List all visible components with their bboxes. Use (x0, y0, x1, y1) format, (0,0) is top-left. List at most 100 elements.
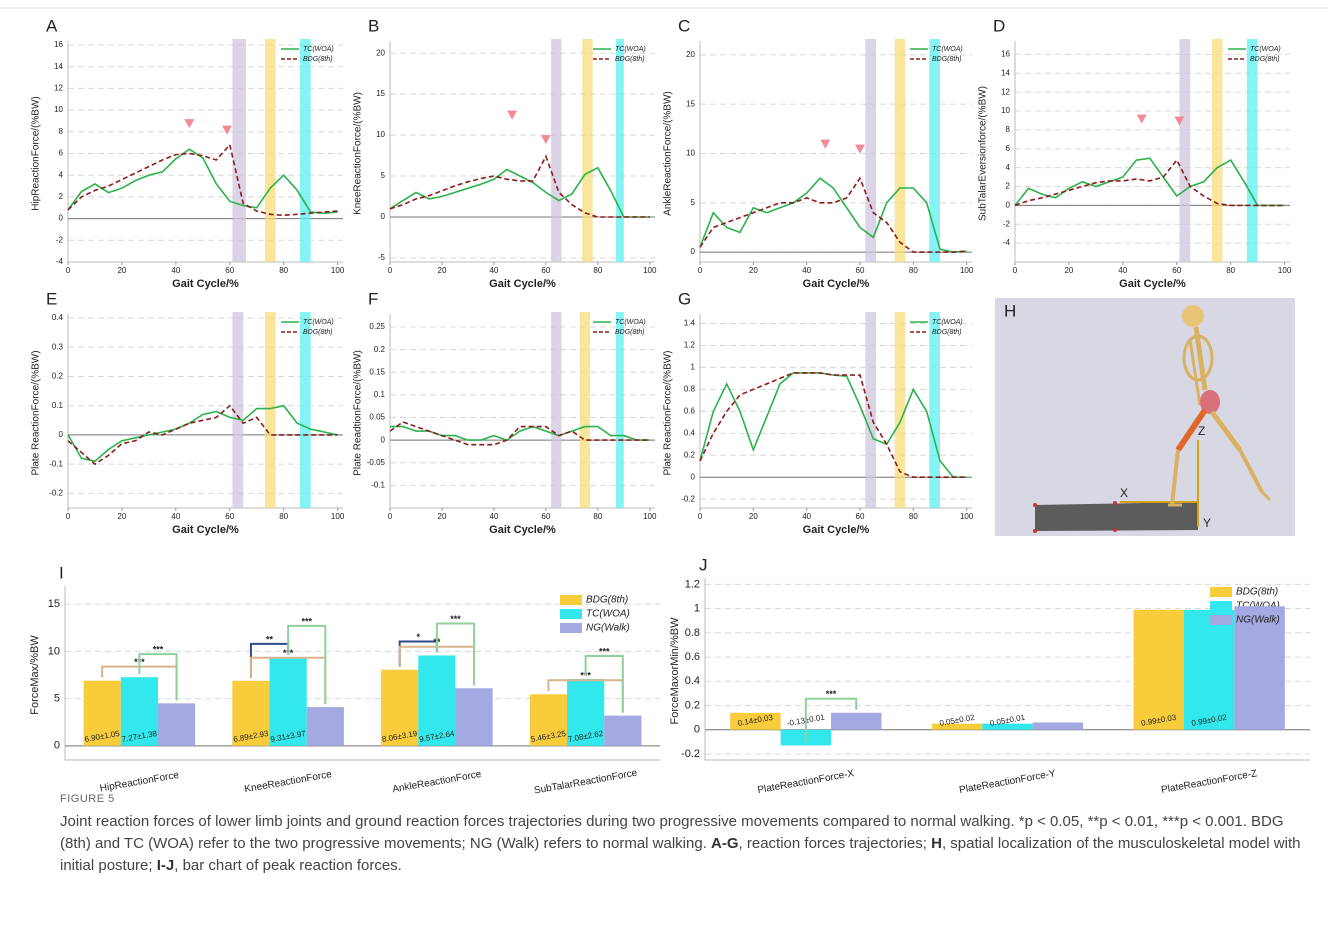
y-tick-label: 0.6 (685, 651, 700, 663)
phase-band (232, 312, 244, 508)
y-axis-label: ForceMaxorMin/%BW (669, 617, 681, 725)
chart-panel: 0 5 10 15 20 AnkleReactionForce/(%BW) C 0 20 40 60… (663, 16, 974, 289)
y-tick-label: 2 (1006, 182, 1011, 191)
x-tick-label: KneeReactionForce (244, 769, 333, 795)
y-axis-label: HipReactionForce/(%BW) (31, 96, 42, 210)
x-tick-label: 40 (802, 266, 811, 275)
phase-band (264, 312, 276, 508)
y-tick-label: 0 (59, 214, 64, 223)
bar (418, 655, 456, 746)
x-tick-label: PlateReactionForce-X (757, 768, 856, 796)
y-tick-label: 0.4 (684, 428, 696, 437)
plate-corner (1033, 503, 1037, 507)
arm (1188, 339, 1202, 406)
y-tick-label: 0 (54, 740, 60, 752)
phase-band (1179, 39, 1191, 262)
y-axis-label: SubTalarEversionforce/(%BW) (978, 86, 989, 221)
phase-band (551, 39, 562, 262)
y-tick-label: 1 (694, 603, 700, 615)
y-tick-label: 5 (691, 198, 696, 207)
x-axis-label: Gait Cycle/% (489, 524, 556, 536)
legend-label: TC(WOA) (303, 46, 334, 53)
series-line (699, 372, 967, 478)
series-line (67, 404, 338, 466)
x-tick-label: 0 (66, 512, 71, 521)
y-tick-label: -5 (378, 253, 386, 262)
y-tick-label: 0.2 (685, 699, 700, 711)
legend-swatch (1210, 615, 1232, 625)
x-tick-label: AnkleReactionForce (392, 769, 483, 796)
y-tick-label: 1.2 (685, 578, 700, 590)
phase-band (1246, 39, 1258, 262)
x-tick-label: 0 (388, 266, 393, 275)
legend-label: NG(Walk) (1236, 615, 1280, 626)
x-tick-label: 80 (1226, 266, 1235, 275)
ribcage (1182, 334, 1214, 382)
x-tick-label: 0 (66, 266, 71, 275)
x-tick-label: 60 (541, 512, 550, 521)
y-tick-label: 10 (1001, 106, 1010, 115)
illustration-bg (995, 298, 1295, 536)
caption-text: , spatial localization of the musculoske… (60, 835, 1301, 874)
legend-label: TC(WOA) (303, 319, 334, 326)
x-axis-label: Gait Cycle/% (172, 524, 239, 536)
y-axis-label: Plate ReadtionForce/(%BW) (353, 350, 364, 476)
y-tick-label: 14 (54, 62, 63, 71)
y-tick-label: 12 (1001, 87, 1010, 96)
phase-band (894, 39, 906, 262)
panel-letter: B (368, 16, 379, 35)
x-tick-label: 100 (331, 512, 345, 521)
skull (1182, 305, 1204, 327)
y-tick-label: 5 (54, 693, 60, 705)
series-line (67, 404, 338, 463)
x-tick-label: 0 (388, 512, 393, 521)
y-tick-label: -0.2 (681, 494, 695, 503)
legend-swatch (560, 609, 582, 619)
panel-letter: D (993, 16, 1005, 35)
caption: Joint reaction forces of lower limb join… (60, 811, 1315, 877)
shank (1170, 449, 1180, 506)
x-tick-label: 0 (698, 512, 703, 521)
y-tick-label: 0.1 (374, 390, 386, 399)
phase-band (551, 312, 562, 508)
x-tick-label: 100 (331, 266, 345, 275)
bar (831, 712, 882, 730)
y-axis-label: KneeReactionForce/(%BW) (353, 92, 364, 215)
y-tick-label: 15 (376, 89, 385, 98)
bar (306, 707, 344, 746)
series-line (699, 177, 967, 253)
y-tick-label: 0 (59, 430, 64, 439)
x-tick-label: 20 (749, 266, 758, 275)
y-tick-label: 0.05 (369, 413, 385, 422)
significance-label: * (417, 632, 421, 642)
y-axis-label: ForceMax/%BW (29, 635, 41, 715)
bar (120, 677, 158, 746)
pelvis (1200, 390, 1220, 414)
y-tick-label: 5 (381, 171, 386, 180)
y-axis-label: Plate ReactionForce/(%BW) (31, 350, 42, 475)
y-tick-label: -0.2 (681, 748, 700, 760)
x-tick-label: 60 (225, 266, 234, 275)
bar (157, 703, 196, 746)
chart-panel: -0.1 -0.05 0 0.05 0.1 0.15 0.2 0.25 Plate Readti… (353, 289, 657, 535)
bar (529, 694, 568, 746)
x-tick-label: 100 (960, 266, 974, 275)
musculoskeletal-illustration: H X Y Z (995, 298, 1295, 536)
legend-label: BDG(8th) (1250, 56, 1280, 63)
bar (1133, 609, 1184, 730)
peak-marker (820, 139, 831, 149)
significance-label: *** (826, 689, 837, 699)
y-tick-label: 0 (381, 435, 386, 444)
x-tick-label: 80 (279, 266, 288, 275)
y-tick-label: 16 (1001, 50, 1010, 59)
series-line (1014, 158, 1285, 207)
x-tick-label: 100 (643, 512, 657, 521)
bar (1183, 609, 1235, 730)
y-tick-label: 1 (691, 363, 696, 372)
y-tick-label: 6 (1006, 144, 1011, 153)
y-tick-label: 0.1 (52, 401, 64, 410)
x-tick-label: 20 (1064, 266, 1073, 275)
